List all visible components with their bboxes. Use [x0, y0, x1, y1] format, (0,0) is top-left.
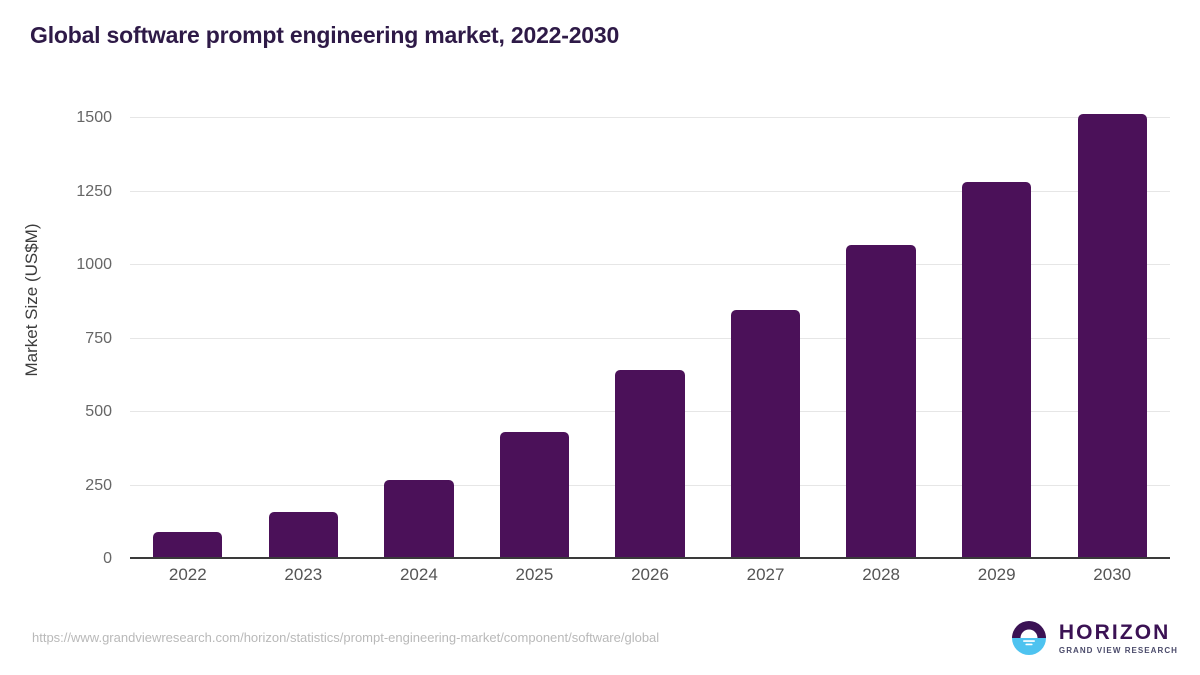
x-axis-tick-label: 2028: [862, 565, 901, 584]
y-axis-tick-labels: 0 250 500 750 1000 1250 1500: [0, 109, 112, 567]
gridline: [130, 337, 1170, 339]
y-axis-tick-label: 250: [85, 476, 112, 494]
x-axis-tick-label: 2025: [515, 565, 554, 584]
x-axis-line: [130, 557, 1170, 559]
bar-series: 2022 2023 2024 2025 2026 2027 2028 2029 2030: [130, 110, 1170, 584]
bar-group: 2022: [130, 110, 246, 584]
x-axis-tick-label: 2029: [977, 565, 1016, 584]
bar[interactable]: [1077, 113, 1147, 559]
x-axis-tick-label: 2030: [1093, 565, 1132, 584]
bar-group: 2023: [246, 110, 362, 584]
page-title: Global software prompt engineering marke…: [30, 22, 620, 48]
x-axis-tick-label: 2026: [631, 565, 669, 584]
bar[interactable]: [961, 181, 1032, 559]
bar-group: 2028: [823, 110, 939, 584]
source-url[interactable]: https://www.grandviewresearch.com/horizo…: [32, 630, 660, 645]
horizon-mark-icon: [1008, 617, 1050, 659]
gridline: [130, 264, 1170, 265]
plot-area: 2022 2023 2024 2025 2026 2027 2028 2029 2030: [130, 110, 1170, 584]
horizon-logo-text: HORIZON GRAND VIEW RESEARCH: [1059, 622, 1178, 655]
horizon-tagline: GRAND VIEW RESEARCH: [1058, 645, 1178, 655]
bar[interactable]: [499, 432, 570, 559]
horizon-logo: HORIZON GRAND VIEW RESEARCH: [1008, 617, 1178, 659]
y-axis-tick-label: 750: [85, 329, 112, 347]
gridline: [130, 190, 1170, 192]
gridline: [130, 117, 1170, 118]
y-axis-tick-label: 500: [85, 403, 112, 420]
bar[interactable]: [153, 532, 223, 559]
bar-group: 2026: [592, 110, 708, 584]
y-axis-tick-label: 1500: [76, 109, 112, 126]
bar-group: 2025: [477, 110, 593, 584]
bar[interactable]: [730, 309, 801, 559]
y-axis-tick-label: 1250: [76, 182, 112, 200]
x-axis-tick-label: 2023: [284, 565, 323, 584]
horizon-wordmark: HORIZON: [1058, 620, 1171, 644]
y-axis-title: Market Size (US$M): [22, 223, 41, 377]
bar[interactable]: [846, 245, 916, 559]
bar-group: 2030: [1054, 110, 1170, 584]
bar-group: 2024: [361, 110, 477, 584]
x-axis-tick-label: 2024: [399, 565, 438, 584]
x-axis-tick-label: 2027: [746, 565, 785, 584]
y-axis-tick-label: 1000: [76, 256, 112, 273]
bar-group: 2027: [708, 110, 824, 584]
bar[interactable]: [268, 512, 338, 559]
bar[interactable]: [615, 370, 685, 559]
x-axis-tick-label: 2022: [168, 565, 207, 584]
bar[interactable]: [384, 479, 454, 559]
bar-group: 2029: [939, 110, 1055, 584]
y-axis-tick-label: 0: [103, 550, 112, 567]
